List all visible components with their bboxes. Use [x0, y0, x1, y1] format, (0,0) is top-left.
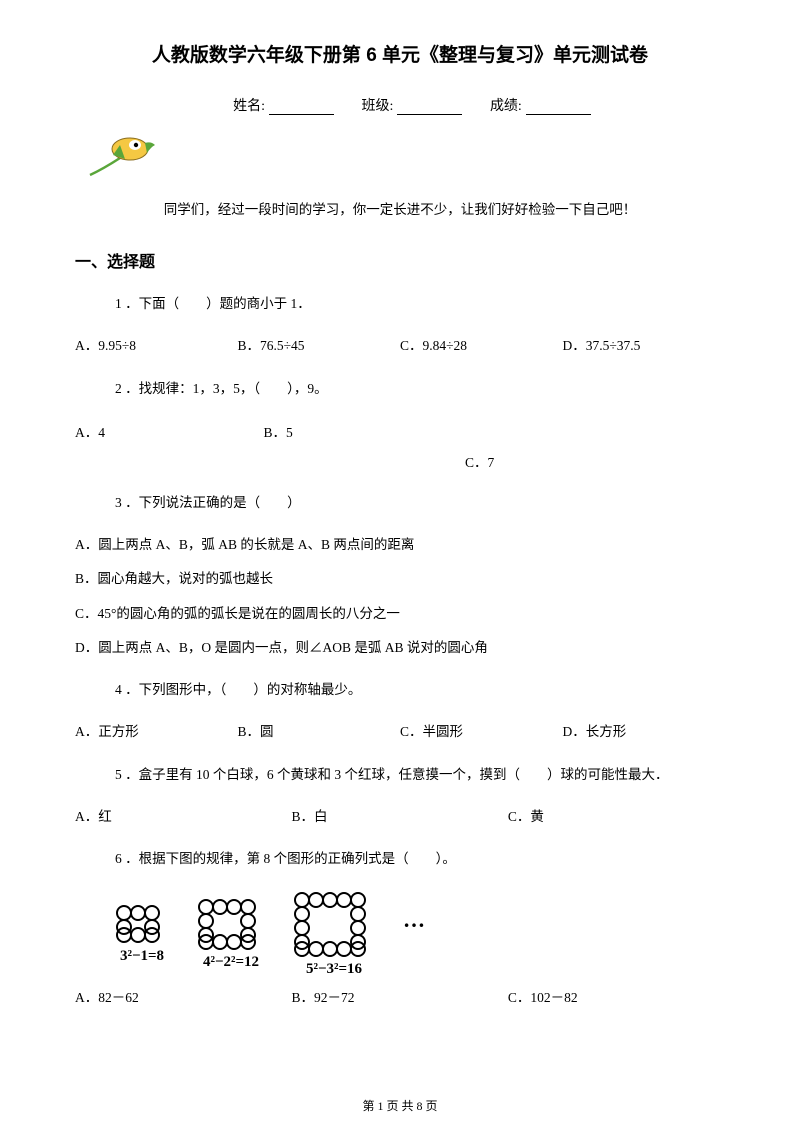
pattern-2-label: 4²−2²=12	[203, 954, 259, 971]
q6-opt-b: B．92－72	[291, 988, 507, 1008]
name-blank	[269, 114, 334, 115]
score-label: 成绩:	[490, 99, 522, 114]
pattern-3-label: 5²−3²=16	[306, 961, 362, 978]
q3-options: A．圆上两点 A、B，弧 AB 的长就是 A、B 两点间的距离 B．圆心角越大，…	[75, 535, 725, 658]
pattern-1-label: 3²−1=8	[120, 948, 164, 965]
q4-text: 4 ．下列图形中，（ ）的对称轴最少。	[75, 680, 725, 700]
name-label: 姓名:	[233, 99, 265, 114]
q1-opt-c: C．9.84÷28	[400, 336, 563, 356]
q4-opt-a: A．正方形	[75, 722, 238, 742]
section-1-header: 一、选择题	[75, 248, 725, 272]
q5-options: A．红 B．白 C．黄	[75, 807, 725, 827]
q2-text: 2 ．找规律：1，3，5，（ ），9。	[75, 379, 725, 399]
greeting-text: 同学们，经过一段时间的学习，你一定长进不少，让我们好好检验一下自己吧！	[75, 198, 725, 218]
q2-options: A．4 B．5 C．7	[75, 421, 725, 471]
q6-options: A．82－62 B．92－72 C．102－82	[75, 988, 725, 1008]
pattern-2: 4²−2²=12	[197, 898, 265, 971]
info-line: 姓名: 班级: 成绩:	[75, 95, 725, 115]
q4-options: A．正方形 B．圆 C．半圆形 D．长方形	[75, 722, 725, 742]
q3-opt-d: D．圆上两点 A、B，O 是圆内一点，则∠AOB 是弧 AB 说对的圆心角	[75, 638, 725, 658]
q4-opt-d: D．长方形	[563, 722, 726, 742]
q4-opt-b: B．圆	[238, 722, 401, 742]
page-footer: 第 1 页 共 8 页	[0, 1097, 800, 1114]
q2-opt-a: A．4	[75, 421, 264, 441]
q6-pattern-row: 3²−1=8 4²−2²=12 5²−3²=16 …	[115, 891, 725, 978]
q4-opt-c: C．半圆形	[400, 722, 563, 742]
score-blank	[526, 114, 591, 115]
q6-opt-a: A．82－62	[75, 988, 291, 1008]
pencil-icon	[85, 133, 725, 186]
q1-opt-d: D．37.5÷37.5	[563, 336, 726, 356]
q2-opt-c: C．7	[75, 451, 725, 471]
q3-opt-b: B．圆心角越大，说对的弧也越长	[75, 569, 725, 589]
q5-opt-a: A．红	[75, 807, 291, 827]
pattern-dots: …	[403, 907, 425, 963]
q3-opt-c: C．45°的圆心角的弧的弧长是说在的圆周长的八分之一	[75, 604, 725, 624]
q1-opt-b: B．76.5÷45	[238, 336, 401, 356]
q5-opt-c: C．黄	[508, 807, 724, 827]
class-blank	[397, 114, 462, 115]
q1-opt-a: A．9.95÷8	[75, 336, 238, 356]
class-label: 班级:	[362, 99, 394, 114]
q5-opt-b: B．白	[291, 807, 507, 827]
q6-text: 6 ．根据下图的规律，第 8 个图形的正确列式是（ ）。	[75, 849, 725, 869]
page-title: 人教版数学六年级下册第 6 单元《整理与复习》单元测试卷	[75, 40, 725, 67]
pattern-1: 3²−1=8	[115, 904, 169, 965]
q5-text: 5 ．盒子里有 10 个白球，6 个黄球和 3 个红球，任意摸一个，摸到（ ）球…	[75, 765, 725, 785]
q3-opt-a: A．圆上两点 A、B，弧 AB 的长就是 A、B 两点间的距离	[75, 535, 725, 555]
q6-opt-c: C．102－82	[508, 988, 724, 1008]
q1-options: A．9.95÷8 B．76.5÷45 C．9.84÷28 D．37.5÷37.5	[75, 336, 725, 356]
q3-text: 3 ．下列说法正确的是（ ）	[75, 493, 725, 513]
pattern-3: 5²−3²=16	[293, 891, 375, 978]
q2-opt-b: B．5	[264, 421, 466, 441]
q1-text: 1 ．下面（ ）题的商小于 1．	[75, 294, 725, 314]
